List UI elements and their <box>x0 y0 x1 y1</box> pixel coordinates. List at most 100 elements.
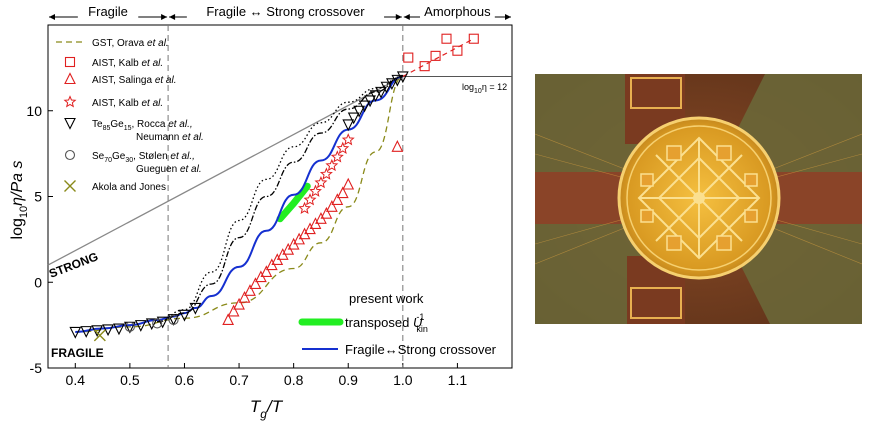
y-axis-ticks: -5 0 5 10 <box>26 103 53 376</box>
data-point-circle <box>152 318 163 329</box>
region-header: Fragile Fragile ↔ Strong crossover Amorpho… <box>49 4 511 21</box>
legend-swatch <box>64 117 76 130</box>
curve-solid <box>75 75 404 333</box>
data-point-tri_down <box>102 324 114 337</box>
legend-entry-transposed: transposed U-1 kin <box>345 312 428 334</box>
x-tick-label: 0.6 <box>175 372 195 388</box>
legend: GST, Orava et al. AIST, Kalb et al. AIST, … <box>56 38 204 193</box>
data-point-triangle <box>342 177 355 190</box>
region-arrowhead <box>49 14 55 20</box>
data-point-tri_down <box>134 320 147 332</box>
data-point-tri_down <box>396 71 409 84</box>
y-axis-label: log10η/Pa s <box>9 161 30 240</box>
data-point-triangle <box>222 313 235 326</box>
data-point-tri_down <box>189 302 202 315</box>
data-point-triangle <box>260 265 273 278</box>
x-axis-ticks: 0.4 0.5 0.6 0.7 0.8 0.9 1.0 1.1 <box>66 363 468 388</box>
data-point-triangle <box>325 200 338 212</box>
legend-swatch <box>64 72 76 85</box>
data-point-star <box>336 141 350 154</box>
transposed-ukin-band <box>276 182 311 223</box>
data-point-star <box>314 175 328 189</box>
data-point-star <box>298 201 312 215</box>
data-point-tri_down <box>80 326 93 338</box>
curve-dotted <box>157 75 403 323</box>
data-point-tri_down <box>375 86 387 99</box>
data-point-triangle <box>391 140 404 152</box>
data-point-tri_down <box>113 323 125 336</box>
legend-swatch <box>64 180 76 192</box>
legend-swatch <box>64 149 76 161</box>
legend-entry: AIST, Salinga et al. <box>92 75 177 86</box>
data-point-triangle <box>238 290 251 303</box>
data-point-tri_down <box>353 105 366 118</box>
legend-swatch <box>63 95 77 108</box>
x-tick-label: 0.5 <box>120 372 140 388</box>
region-label-bg <box>77 5 139 21</box>
data-point-star <box>309 184 322 197</box>
data-point-circle <box>124 321 135 332</box>
data-point-tri_down <box>380 81 393 94</box>
region-label-bg <box>420 5 495 21</box>
present-work-legend: transposed U-1 kin Fragile↔Strong crossove… <box>298 312 497 357</box>
legend-entry: Te85Ge15, Rocca et al., <box>92 119 193 132</box>
y-tick-label: 5 <box>34 189 42 205</box>
data-point-tri_down <box>364 95 376 108</box>
data-point-x <box>93 329 106 342</box>
x-tick-label: 0.8 <box>284 372 304 388</box>
legend-swatch <box>64 56 76 68</box>
strong-label: STRONG <box>47 249 100 280</box>
x-tick-label: 0.7 <box>229 372 249 388</box>
data-point-tri_down <box>347 112 360 125</box>
x-tick-label: 1.0 <box>393 372 413 388</box>
data-point-triangle <box>336 186 349 199</box>
y-tick-label: 10 <box>26 103 42 119</box>
region-arrowhead <box>395 14 402 20</box>
data-point-tri_down <box>167 314 180 326</box>
legend-entry: GST, Orava et al. <box>92 38 169 49</box>
legend-entry: AIST, Kalb et al. <box>92 98 163 109</box>
data-point-square <box>441 33 452 44</box>
region-label: Amorphous <box>424 4 491 19</box>
data-point-square <box>468 33 479 44</box>
data-point-square <box>403 52 414 63</box>
region-label: Fragile ↔ Strong crossover <box>206 4 365 19</box>
data-point-triangle <box>331 193 344 205</box>
x-tick-label: 1.1 <box>448 372 468 388</box>
data-point-square <box>430 50 441 61</box>
data-point-triangle <box>249 277 262 290</box>
data-point-tri_down <box>69 326 82 339</box>
x-tick-label: 0.4 <box>66 372 86 388</box>
data-point-tri_down <box>156 316 169 329</box>
data-point-star <box>341 133 355 146</box>
region-boundaries <box>167 25 404 368</box>
region-arrowhead <box>403 14 410 20</box>
data-point-tri_down <box>178 309 191 322</box>
model-curves <box>47 38 512 333</box>
region-arrowhead <box>169 14 176 20</box>
curve-dashed <box>75 75 404 333</box>
region-arrowhead <box>505 14 511 20</box>
legend-entry: AIST, Kalb et al. <box>92 58 163 69</box>
legend-entry: Se70Ge30, Stølen et al., <box>92 151 195 164</box>
data-point-tri_down <box>369 90 382 103</box>
x-axis-label: Tg/T <box>250 397 284 421</box>
strong-limit-line <box>47 75 404 266</box>
data-point-tri_down <box>386 78 398 91</box>
log12-label: log10η = 12 <box>462 82 507 95</box>
fragile-label: FRAGILE <box>51 346 104 360</box>
x-tick-label: 0.9 <box>339 372 359 388</box>
present-work-label: present work <box>349 291 424 306</box>
legend-entry: Akola and Jones <box>92 182 166 193</box>
region-arrowhead <box>161 14 168 20</box>
region-label-bg <box>186 5 385 21</box>
legend-entry-crossover: Fragile↔Strong crossover <box>345 342 497 357</box>
data-point-star <box>303 193 317 206</box>
data-point-square <box>419 61 430 72</box>
data-point-triangle <box>233 297 245 310</box>
data-point-tri_down <box>342 119 355 132</box>
data-point-tri_down <box>391 74 404 87</box>
data-point-tri_down <box>145 318 158 331</box>
data-point-square <box>452 45 463 56</box>
device-micrograph <box>535 74 862 324</box>
